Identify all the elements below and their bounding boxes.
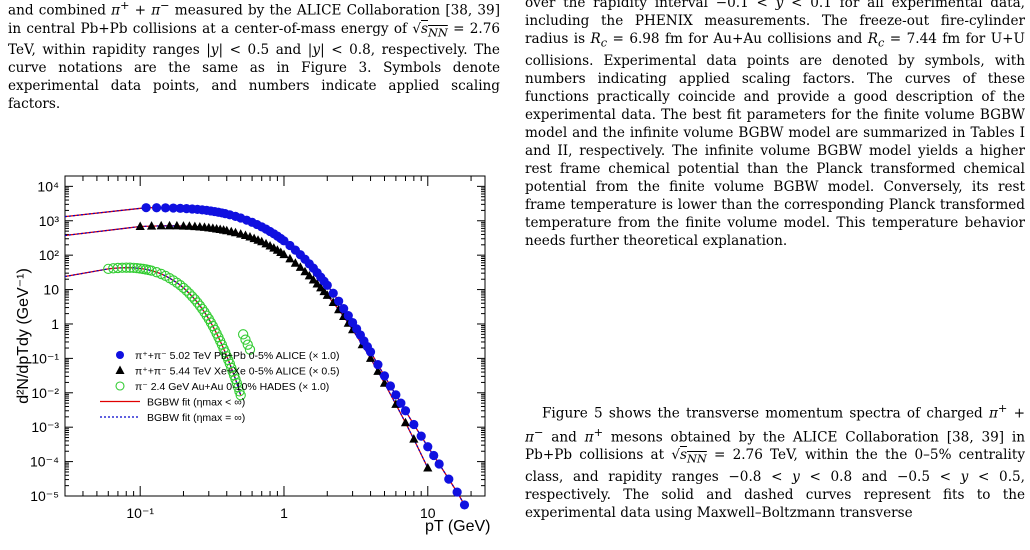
legend-marker-hades	[115, 381, 125, 391]
pbpb-point	[151, 203, 162, 213]
hades-point	[117, 262, 128, 273]
pbpb-point	[373, 359, 383, 370]
y-tick-label: 10²	[39, 247, 60, 263]
hades-point	[146, 265, 157, 276]
xexe-point	[423, 463, 433, 472]
xexe-point	[164, 220, 175, 230]
legend-label: π⁺+π⁻ 5.44 TeV Xe+Xe 0-5% ALICE (× 0.5)	[135, 366, 339, 378]
hades-point	[181, 285, 192, 296]
hades-point	[178, 282, 189, 294]
pbpb-point	[141, 203, 151, 213]
x-axis-label: pT (GeV)	[425, 518, 491, 535]
hades-point	[244, 344, 256, 355]
y-tick-label: 10⁻¹	[31, 350, 59, 366]
pbpb-point	[385, 381, 396, 391]
hades-point	[121, 262, 132, 273]
y-tick-label: 10	[43, 282, 59, 298]
xexe-point	[295, 262, 305, 271]
x-tick-label: 10⁻¹	[126, 505, 154, 521]
x-tick-label: 10	[420, 505, 436, 521]
left-column: and combined π+ + π− measured by the ALI…	[8, 0, 500, 113]
hades-point	[124, 262, 136, 273]
y-tick-label: 10⁻²	[31, 385, 59, 401]
pbpb-point	[459, 500, 470, 510]
hades-point	[168, 275, 179, 286]
xexe-point	[156, 220, 166, 230]
pbpb-point	[444, 474, 454, 484]
hades-point	[171, 277, 183, 288]
pbpb-point	[160, 203, 171, 213]
pbpb-point	[391, 390, 401, 400]
hades-point	[187, 291, 198, 302]
legend-label: BGBW fit (ηmax = ∞)	[147, 412, 245, 424]
pbpb-point	[168, 203, 178, 213]
plot-frame	[64, 175, 486, 497]
y-tick-label: 10⁴	[37, 178, 59, 194]
hades-point	[232, 382, 244, 393]
hades-point	[242, 339, 253, 350]
legend-label: π⁺+π⁻ 5.02 TeV Pb+Pb 0-5% ALICE (× 1.0)	[135, 350, 339, 362]
hades-point	[175, 280, 186, 291]
legend-label: BGBW fit (ηmax < ∞)	[147, 397, 245, 409]
xexe-point	[304, 270, 314, 280]
y-tick-label: 10³	[39, 213, 60, 229]
y-tick-label: 1	[51, 316, 59, 332]
pbpb-point	[322, 280, 332, 290]
xexe-point	[365, 353, 376, 362]
hades-point	[112, 262, 124, 274]
pbpb-point	[400, 406, 411, 416]
pbpb-point	[379, 371, 390, 381]
pbpb-point	[334, 296, 344, 306]
legend-marker-pbpb	[116, 351, 124, 359]
xexe-point	[146, 221, 157, 230]
xexe-point	[322, 290, 332, 299]
xexe-point	[308, 274, 318, 284]
hades-point	[184, 288, 195, 299]
pbpb-point	[343, 311, 353, 321]
hades-point	[240, 334, 251, 345]
legend-label: π⁻ 2.4 GeV Au+Au 0-10% HADES (× 1.0)	[135, 381, 329, 393]
pbpb-point	[396, 398, 406, 408]
pbpb-point	[452, 487, 462, 497]
pbpb-point	[434, 459, 444, 469]
pbpb-point	[429, 450, 439, 461]
pbpb-point	[328, 288, 338, 298]
y-tick-label: 10⁻⁵	[30, 488, 59, 504]
xexe-point	[300, 266, 310, 276]
hades-point	[189, 294, 201, 305]
y-tick-label: 10⁻³	[31, 419, 59, 435]
xexe-point	[290, 258, 300, 267]
xexe-point	[135, 221, 145, 231]
xexe-point	[409, 434, 419, 443]
pbpb-point	[416, 431, 426, 441]
pbpb-point	[409, 419, 419, 430]
xexe-point	[285, 253, 295, 263]
xexe-point	[178, 221, 189, 230]
xexe-point	[400, 417, 411, 427]
hades-point	[237, 329, 249, 340]
hades-point	[151, 267, 162, 278]
xexe-point	[279, 249, 289, 259]
paragraph-2: Figure 5 shows the transverse momentum s…	[525, 401, 1025, 521]
y-axis-label: d²N/dpTdy (GeV⁻¹)	[15, 268, 32, 404]
pbpb-point	[365, 347, 376, 357]
pbpb-point	[339, 303, 349, 314]
pbpb-point	[423, 442, 433, 452]
legend-marker-xexe	[115, 365, 125, 374]
xexe-point	[172, 220, 182, 230]
paragraph-1: over the rapidity interval −0.1 < y < 0.…	[525, 0, 1025, 249]
xexe-point	[230, 227, 241, 237]
x-tick-label: 1	[280, 505, 288, 521]
figure-caption: and combined π+ + π− measured by the ALI…	[8, 0, 500, 113]
xexe-point	[373, 366, 383, 375]
y-tick-label: 10⁻⁴	[30, 454, 59, 470]
hades-point	[235, 390, 246, 401]
